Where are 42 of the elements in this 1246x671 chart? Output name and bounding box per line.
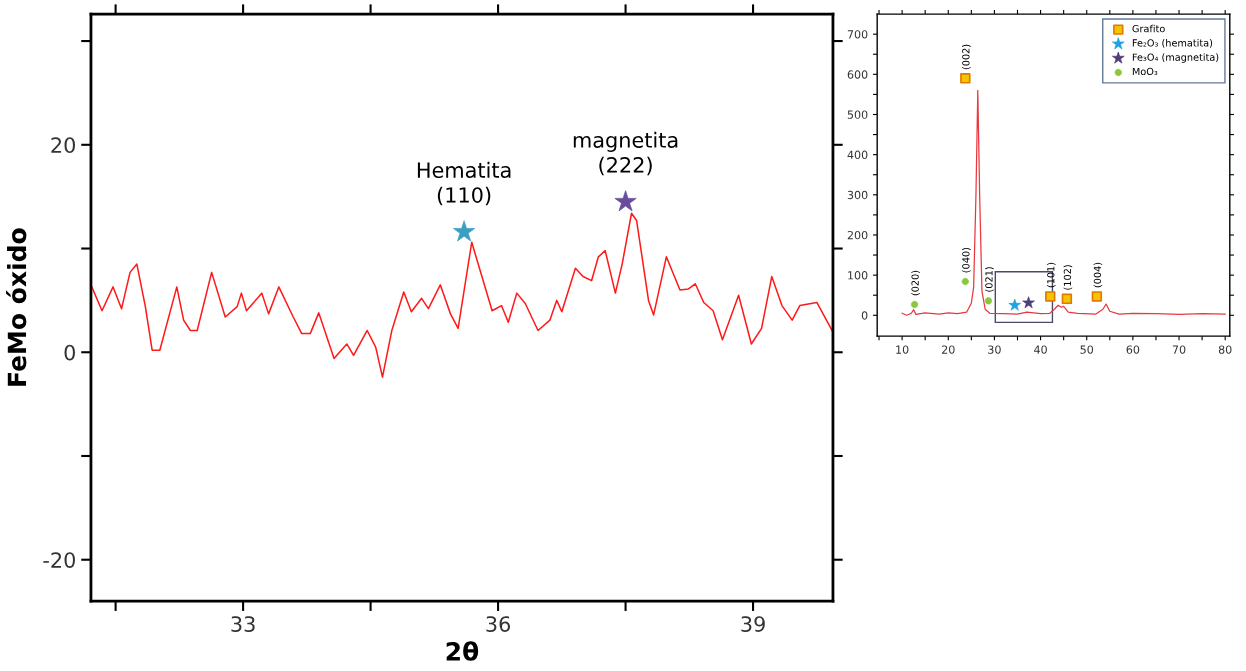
annotation: Hematita (110) [417,161,511,206]
y-tick-label: 0 [861,311,868,320]
annotation: (102) [1063,265,1073,290]
point [1091,291,1103,302]
x-tick-label: 40 [1034,345,1047,354]
x-tick-label: 20 [942,345,955,354]
y-tick-label: 100 [848,271,868,280]
point [1045,291,1056,302]
y-axis-title: FeMo óxido [6,228,27,386]
y-tick-label: 500 [847,110,868,119]
y-tick-label: 20 [51,137,75,154]
x-tick-label: 39 [741,616,765,632]
x-tick-label: 30 [988,345,1001,354]
legend-label: Fe₂O₃ (hematita) [1132,39,1213,48]
y-tick-label: 400 [847,150,868,160]
annotation: (002) [962,44,971,70]
y-tick-label: 700 [847,30,868,39]
y-tick-label: 600 [847,70,868,79]
point [1061,293,1073,305]
legend-label: Grafito [1132,24,1165,33]
y-tick-label: 300 [847,190,868,200]
legend-label: MoO₃ [1132,67,1158,76]
x-tick-label: 70 [1172,345,1186,354]
annotation: (040) [962,247,971,273]
annotation: magnetita (222) [573,131,678,176]
x-tick-label: 80 [1218,345,1232,354]
y-tick-label: -20 [43,552,75,568]
annotation: (021) [985,267,994,292]
x-tick-label: 36 [486,616,511,632]
x-tick-label: 60 [1126,345,1140,354]
annotation: (020) [911,270,920,296]
point [960,73,971,84]
x-tick-label: 50 [1080,345,1094,354]
annotation: (004) [1093,262,1103,288]
legend-label: Fe₃O₄ (magnetita) [1132,53,1219,63]
y-tick-label: 200 [847,230,868,240]
y-tick-label: 0 [64,344,75,361]
line-series [901,89,1226,316]
x-tick-label: 10 [896,345,909,354]
annotation: (101) [1046,262,1056,288]
x-tick-label: 33 [231,616,255,632]
x-axis-title: 2θ [446,641,479,661]
